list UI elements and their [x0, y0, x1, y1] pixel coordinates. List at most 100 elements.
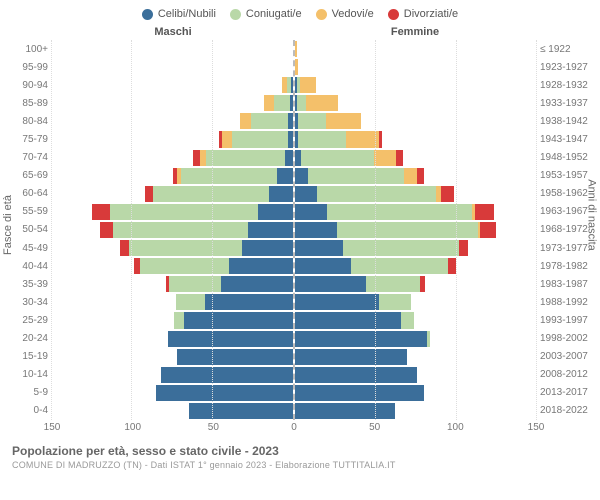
- bar-segment: [221, 276, 293, 292]
- age-tick: 70-74: [4, 149, 48, 167]
- bar-row: [295, 94, 536, 112]
- bar-segment: [92, 204, 110, 220]
- bar-row: [295, 293, 536, 311]
- bar-segment: [264, 95, 274, 111]
- x-tick: 150: [528, 422, 545, 433]
- bar-row: [52, 76, 293, 94]
- bar-row: [295, 384, 536, 402]
- bar-row: [295, 348, 536, 366]
- bar-row: [295, 112, 536, 130]
- x-tick: 100: [124, 422, 141, 433]
- bar-segment: [295, 294, 379, 310]
- bar-segment: [288, 131, 293, 147]
- bar-segment: [295, 312, 401, 328]
- legend-label: Divorziati/e: [404, 8, 458, 20]
- age-tick: 100+: [4, 40, 48, 58]
- bar-segment: [346, 131, 378, 147]
- bar-row: [52, 40, 293, 58]
- birth-year-tick: 1978-1982: [540, 257, 596, 275]
- age-tick: 75-79: [4, 130, 48, 148]
- x-tick: 50: [208, 422, 219, 433]
- bar-row: [295, 330, 536, 348]
- bar-row: [52, 330, 293, 348]
- birth-year-tick: 1948-1952: [540, 149, 596, 167]
- bar-segment: [258, 204, 293, 220]
- bar-segment: [145, 186, 153, 202]
- bar-segment: [404, 168, 417, 184]
- bar-segment: [113, 222, 248, 238]
- birth-year-tick: 1988-1992: [540, 293, 596, 311]
- bar-segment: [396, 150, 402, 166]
- bar-row: [52, 275, 293, 293]
- birth-year-tick: 2003-2007: [540, 348, 596, 366]
- bar-segment: [295, 59, 298, 75]
- legend-item: Divorziati/e: [388, 8, 458, 20]
- x-tick: 150: [44, 422, 61, 433]
- bar-segment: [427, 331, 430, 347]
- x-tick: 100: [447, 422, 464, 433]
- bar-row: [52, 58, 293, 76]
- legend-label: Coniugati/e: [246, 8, 302, 20]
- bar-segment: [181, 168, 277, 184]
- age-tick: 40-44: [4, 257, 48, 275]
- x-ticks-male: 150100500: [52, 420, 294, 438]
- bar-segment: [298, 131, 346, 147]
- bar-segment: [366, 276, 421, 292]
- age-tick: 95-99: [4, 58, 48, 76]
- bar-row: [295, 275, 536, 293]
- bar-segment: [317, 186, 436, 202]
- bar-row: [295, 58, 536, 76]
- bar-segment: [176, 294, 205, 310]
- bar-segment: [374, 150, 396, 166]
- bar-row: [52, 257, 293, 275]
- bar-segment: [295, 385, 424, 401]
- grid-line: [456, 40, 457, 420]
- bar-segment: [251, 113, 288, 129]
- birth-year-tick: 1993-1997: [540, 311, 596, 329]
- bar-segment: [295, 186, 317, 202]
- age-tick: 0-4: [4, 402, 48, 420]
- birth-year-tick: 2013-2017: [540, 384, 596, 402]
- bar-row: [52, 239, 293, 257]
- bar-row: [295, 257, 536, 275]
- grid-line: [375, 40, 376, 420]
- age-tick: 20-24: [4, 330, 48, 348]
- bar-segment: [100, 222, 113, 238]
- bar-segment: [343, 240, 459, 256]
- bar-row: [295, 239, 536, 257]
- chart-footer: Popolazione per età, sesso e stato civil…: [4, 444, 596, 470]
- bar-segment: [229, 258, 293, 274]
- bar-segment: [295, 204, 327, 220]
- plot-area: 100+95-9990-9485-8980-8475-7970-7465-696…: [4, 40, 596, 420]
- bar-segment: [420, 276, 425, 292]
- bar-segment: [326, 113, 361, 129]
- birth-year-tick: 2008-2012: [540, 366, 596, 384]
- bar-segment: [184, 312, 293, 328]
- age-tick: 65-69: [4, 167, 48, 185]
- bar-row: [295, 366, 536, 384]
- bar-segment: [120, 240, 130, 256]
- bar-segment: [295, 349, 407, 365]
- bar-segment: [295, 367, 417, 383]
- x-axis: 150100500 50100150: [4, 420, 596, 438]
- bar-segment: [295, 331, 427, 347]
- age-tick: 25-29: [4, 311, 48, 329]
- birth-year-tick: 1923-1927: [540, 58, 596, 76]
- bar-segment: [379, 131, 382, 147]
- bar-row: [52, 311, 293, 329]
- birth-year-tick: 1938-1942: [540, 112, 596, 130]
- bar-segment: [351, 258, 447, 274]
- bar-row: [52, 130, 293, 148]
- birth-year-tick: 1943-1947: [540, 130, 596, 148]
- bar-segment: [277, 168, 293, 184]
- bar-segment: [169, 276, 220, 292]
- bar-segment: [285, 150, 293, 166]
- bar-row: [295, 167, 536, 185]
- bar-segment: [301, 150, 373, 166]
- legend-swatch: [142, 9, 153, 20]
- bar-segment: [295, 222, 337, 238]
- x-tick: 50: [369, 422, 380, 433]
- column-headers: Maschi Femmine: [4, 26, 596, 38]
- bar-row: [295, 311, 536, 329]
- bar-segment: [441, 186, 454, 202]
